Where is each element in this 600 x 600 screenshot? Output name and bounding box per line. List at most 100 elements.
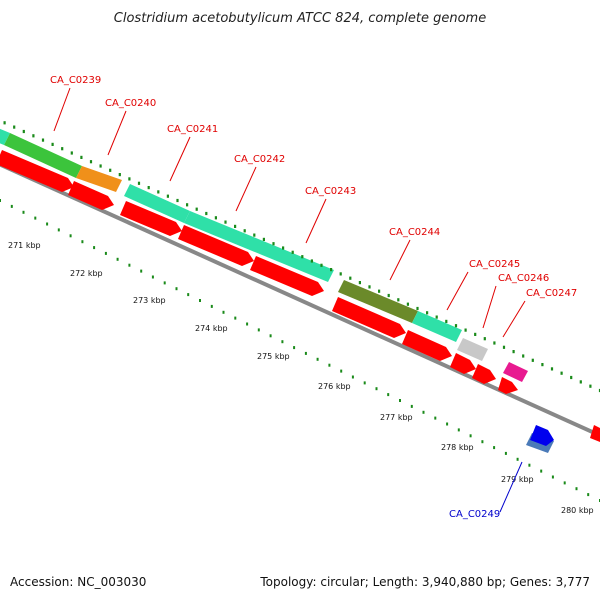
tick-dot — [293, 346, 296, 350]
tick-dot — [330, 268, 333, 272]
tick-dot — [474, 332, 477, 336]
cds-arrow — [0, 150, 74, 192]
tick-dot — [195, 207, 198, 211]
tick-dot — [80, 155, 83, 159]
tick-dot — [426, 311, 429, 315]
tick-dot — [375, 387, 378, 391]
tick-dot — [522, 354, 525, 358]
feature-band — [184, 211, 334, 282]
cds-arrow — [590, 425, 600, 442]
scale-tick-dots — [0, 121, 600, 502]
tick-dot — [589, 384, 592, 388]
tick-dot — [246, 322, 249, 326]
scale-label: 278 kbp — [441, 443, 474, 452]
gene-leader-line — [53, 87, 71, 132]
tick-dot — [205, 211, 208, 216]
tick-dot — [316, 357, 319, 361]
tick-dot — [504, 451, 507, 455]
tick-dot — [512, 350, 515, 354]
tick-dot — [81, 240, 84, 244]
scale-label: 277 kbp — [380, 413, 413, 422]
scale-label: 273 kbp — [133, 296, 166, 305]
gene-leader-line — [169, 136, 191, 182]
tick-dot — [339, 272, 342, 276]
tick-dot — [32, 134, 35, 138]
genome-summary-text: Topology: circular; Length: 3,940,880 bp… — [259, 575, 590, 589]
tick-dot — [320, 263, 323, 267]
tick-dot — [147, 186, 150, 190]
tick-dot — [598, 388, 600, 393]
tick-dot — [550, 367, 554, 371]
gene-label: CA_C0245 — [469, 259, 520, 270]
tick-dot — [291, 250, 294, 254]
tick-dot — [481, 440, 484, 444]
tick-dot — [368, 285, 371, 289]
tick-dot — [570, 375, 573, 380]
feature-band — [76, 166, 122, 192]
cds-arrow — [472, 364, 496, 384]
feature-band — [338, 280, 418, 323]
map-title: Clostridium acetobutylicum ATCC 824, com… — [114, 11, 486, 26]
tick-dot — [351, 375, 354, 379]
tick-dot — [61, 147, 64, 151]
tick-dot — [99, 164, 102, 168]
tick-dot — [531, 358, 534, 362]
tick-dot — [41, 138, 45, 142]
tick-dot — [57, 228, 60, 232]
tick-dot — [301, 255, 304, 259]
tick-dot — [502, 345, 506, 349]
gene-leader-line — [502, 300, 526, 338]
tick-dot — [257, 328, 260, 332]
tick-dot — [199, 299, 201, 302]
tick-dot — [541, 363, 544, 367]
feature-band — [503, 362, 528, 382]
tick-dot — [387, 393, 390, 397]
tick-dot — [163, 281, 166, 285]
tick-dot — [272, 242, 275, 246]
tick-dot — [575, 487, 578, 491]
scale-label: 275 kbp — [257, 352, 290, 361]
gene-leader-line — [235, 166, 257, 212]
tick-dot — [563, 481, 566, 485]
tick-dot — [310, 259, 313, 263]
tick-dot — [137, 181, 141, 185]
tick-dot — [253, 233, 256, 237]
cds-arrow-group — [0, 150, 600, 446]
tick-dot — [493, 341, 496, 345]
tick-dot — [166, 194, 169, 198]
tick-dot — [69, 234, 72, 238]
tick-dot — [128, 263, 131, 267]
tick-dot — [454, 324, 458, 328]
tick-dot — [406, 302, 409, 306]
tick-dot — [464, 328, 467, 332]
tick-dot — [13, 125, 16, 129]
tick-dot — [116, 257, 119, 261]
feature-band — [4, 133, 82, 178]
gene-label: CA_C0239 — [50, 75, 101, 86]
tick-dot — [234, 224, 237, 228]
tick-dot — [397, 298, 400, 302]
tick-dot — [93, 246, 96, 250]
tick-dot — [89, 160, 93, 164]
tick-dot — [234, 316, 237, 320]
tick-dot — [128, 177, 131, 181]
tick-dot — [399, 399, 401, 402]
tick-dot — [304, 351, 307, 355]
tick-dot — [560, 371, 563, 375]
tick-dot — [104, 251, 107, 255]
scale-label-group: 271 kbp 272 kbp 273 kbp 274 kbp 275 kbp 276 k… — [8, 241, 594, 515]
tick-dot — [210, 304, 213, 308]
tick-dot — [3, 121, 6, 125]
tick-dot — [10, 204, 13, 208]
scale-label: 271 kbp — [8, 241, 41, 250]
tick-dot — [70, 151, 73, 155]
tick-dot — [46, 222, 49, 226]
tick-dot — [186, 203, 189, 207]
tick-dot — [151, 275, 154, 279]
tick-dot — [187, 293, 190, 297]
scale-label: 280 kbp — [561, 506, 594, 515]
feature-band — [412, 311, 462, 342]
gene-label-group: CA_C0239 CA_C0240 CA_C0241 CA_C0242 CA_C0243… — [50, 75, 577, 520]
tick-dot — [22, 210, 25, 214]
tick-dot — [387, 293, 390, 298]
